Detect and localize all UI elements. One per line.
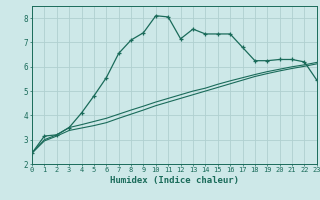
X-axis label: Humidex (Indice chaleur): Humidex (Indice chaleur) — [110, 176, 239, 185]
